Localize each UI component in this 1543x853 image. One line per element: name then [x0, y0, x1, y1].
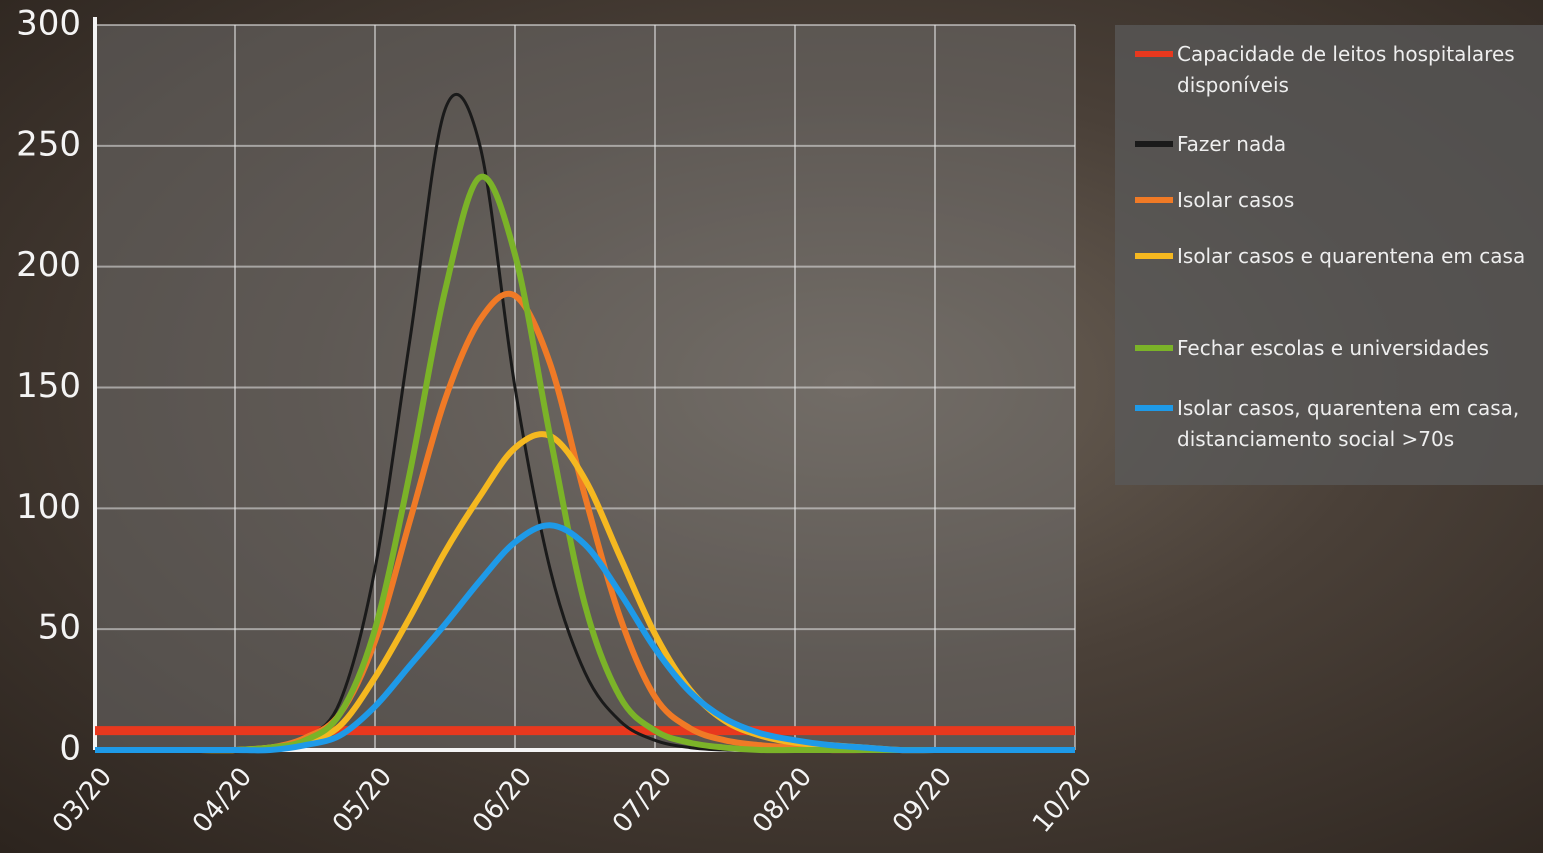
legend-item: Fechar escolas e universidades [1135, 333, 1537, 364]
y-tick-label: 200 [16, 245, 81, 285]
x-tick-label: 08/20 [747, 762, 818, 839]
y-tick-label: 300 [16, 4, 81, 44]
x-tick-label: 05/20 [327, 762, 398, 839]
legend-label: Isolar casos, quarentena em casa, distan… [1177, 396, 1520, 451]
legend-swatch [1135, 51, 1173, 57]
legend-label: Fazer nada [1177, 132, 1287, 156]
y-tick-label: 50 [38, 608, 81, 648]
y-tick-label: 100 [16, 487, 81, 527]
legend-label: Capacidade de leitos hospitalares dispon… [1177, 42, 1515, 97]
legend-swatch [1135, 197, 1173, 203]
legend-label: Fechar escolas e universidades [1177, 336, 1490, 360]
y-tick-label: 0 [59, 729, 81, 769]
x-tick-label: 09/20 [887, 762, 958, 839]
legend-label: Isolar casos [1177, 188, 1295, 212]
legend-item: Fazer nada [1135, 129, 1537, 160]
y-tick-label: 250 [16, 124, 81, 164]
legend-swatch [1135, 405, 1173, 411]
legend-item: Isolar casos e quarentena em casa [1135, 241, 1537, 272]
x-tick-label: 06/20 [467, 762, 538, 839]
legend-label: Isolar casos e quarentena em casa [1177, 244, 1526, 268]
legend-swatch [1135, 345, 1173, 351]
y-tick-label: 150 [16, 366, 81, 406]
legend: Capacidade de leitos hospitalares dispon… [1115, 25, 1543, 485]
legend-item: Isolar casos, quarentena em casa, distan… [1135, 393, 1537, 455]
legend-swatch [1135, 141, 1173, 147]
x-tick-label: 10/20 [1027, 762, 1098, 839]
legend-item: Isolar casos [1135, 185, 1537, 216]
x-tick-label: 07/20 [607, 762, 678, 839]
legend-swatch [1135, 253, 1173, 259]
legend-item: Capacidade de leitos hospitalares dispon… [1135, 39, 1537, 101]
line-series [95, 522, 1075, 754]
x-tick-label: 03/20 [47, 762, 118, 839]
x-tick-label: 04/20 [187, 762, 258, 839]
